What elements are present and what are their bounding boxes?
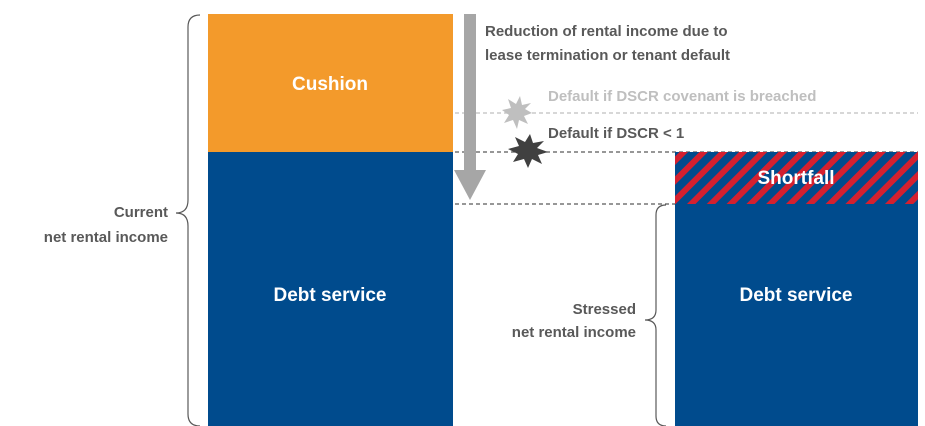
debt-service-block: [675, 204, 918, 426]
brace-label: Stressed: [573, 301, 636, 318]
debt-service-block: [208, 152, 453, 426]
reduction-arrow: [454, 14, 486, 200]
debt-service-label: Debt service: [739, 285, 852, 306]
starburst: [508, 134, 548, 168]
starburst: [502, 96, 532, 129]
left-brace: [175, 14, 201, 426]
arrow-label: lease termination or tenant default: [485, 47, 730, 64]
shortfall-block: [675, 152, 918, 204]
right-brace: [644, 204, 667, 426]
dscr-label: Default if DSCR < 1: [548, 125, 684, 142]
arrow-label: Reduction of rental income due to: [485, 23, 728, 40]
covenant-label: Default if DSCR covenant is breached: [548, 88, 816, 105]
brace-label: net rental income: [44, 229, 168, 246]
debt-service-label: Debt service: [273, 285, 386, 306]
cushion-label: Cushion: [292, 74, 368, 95]
brace-label: Current: [114, 204, 168, 221]
shortfall-label: Shortfall: [757, 168, 834, 189]
brace-label: net rental income: [512, 324, 636, 341]
cushion-block: [208, 14, 453, 152]
